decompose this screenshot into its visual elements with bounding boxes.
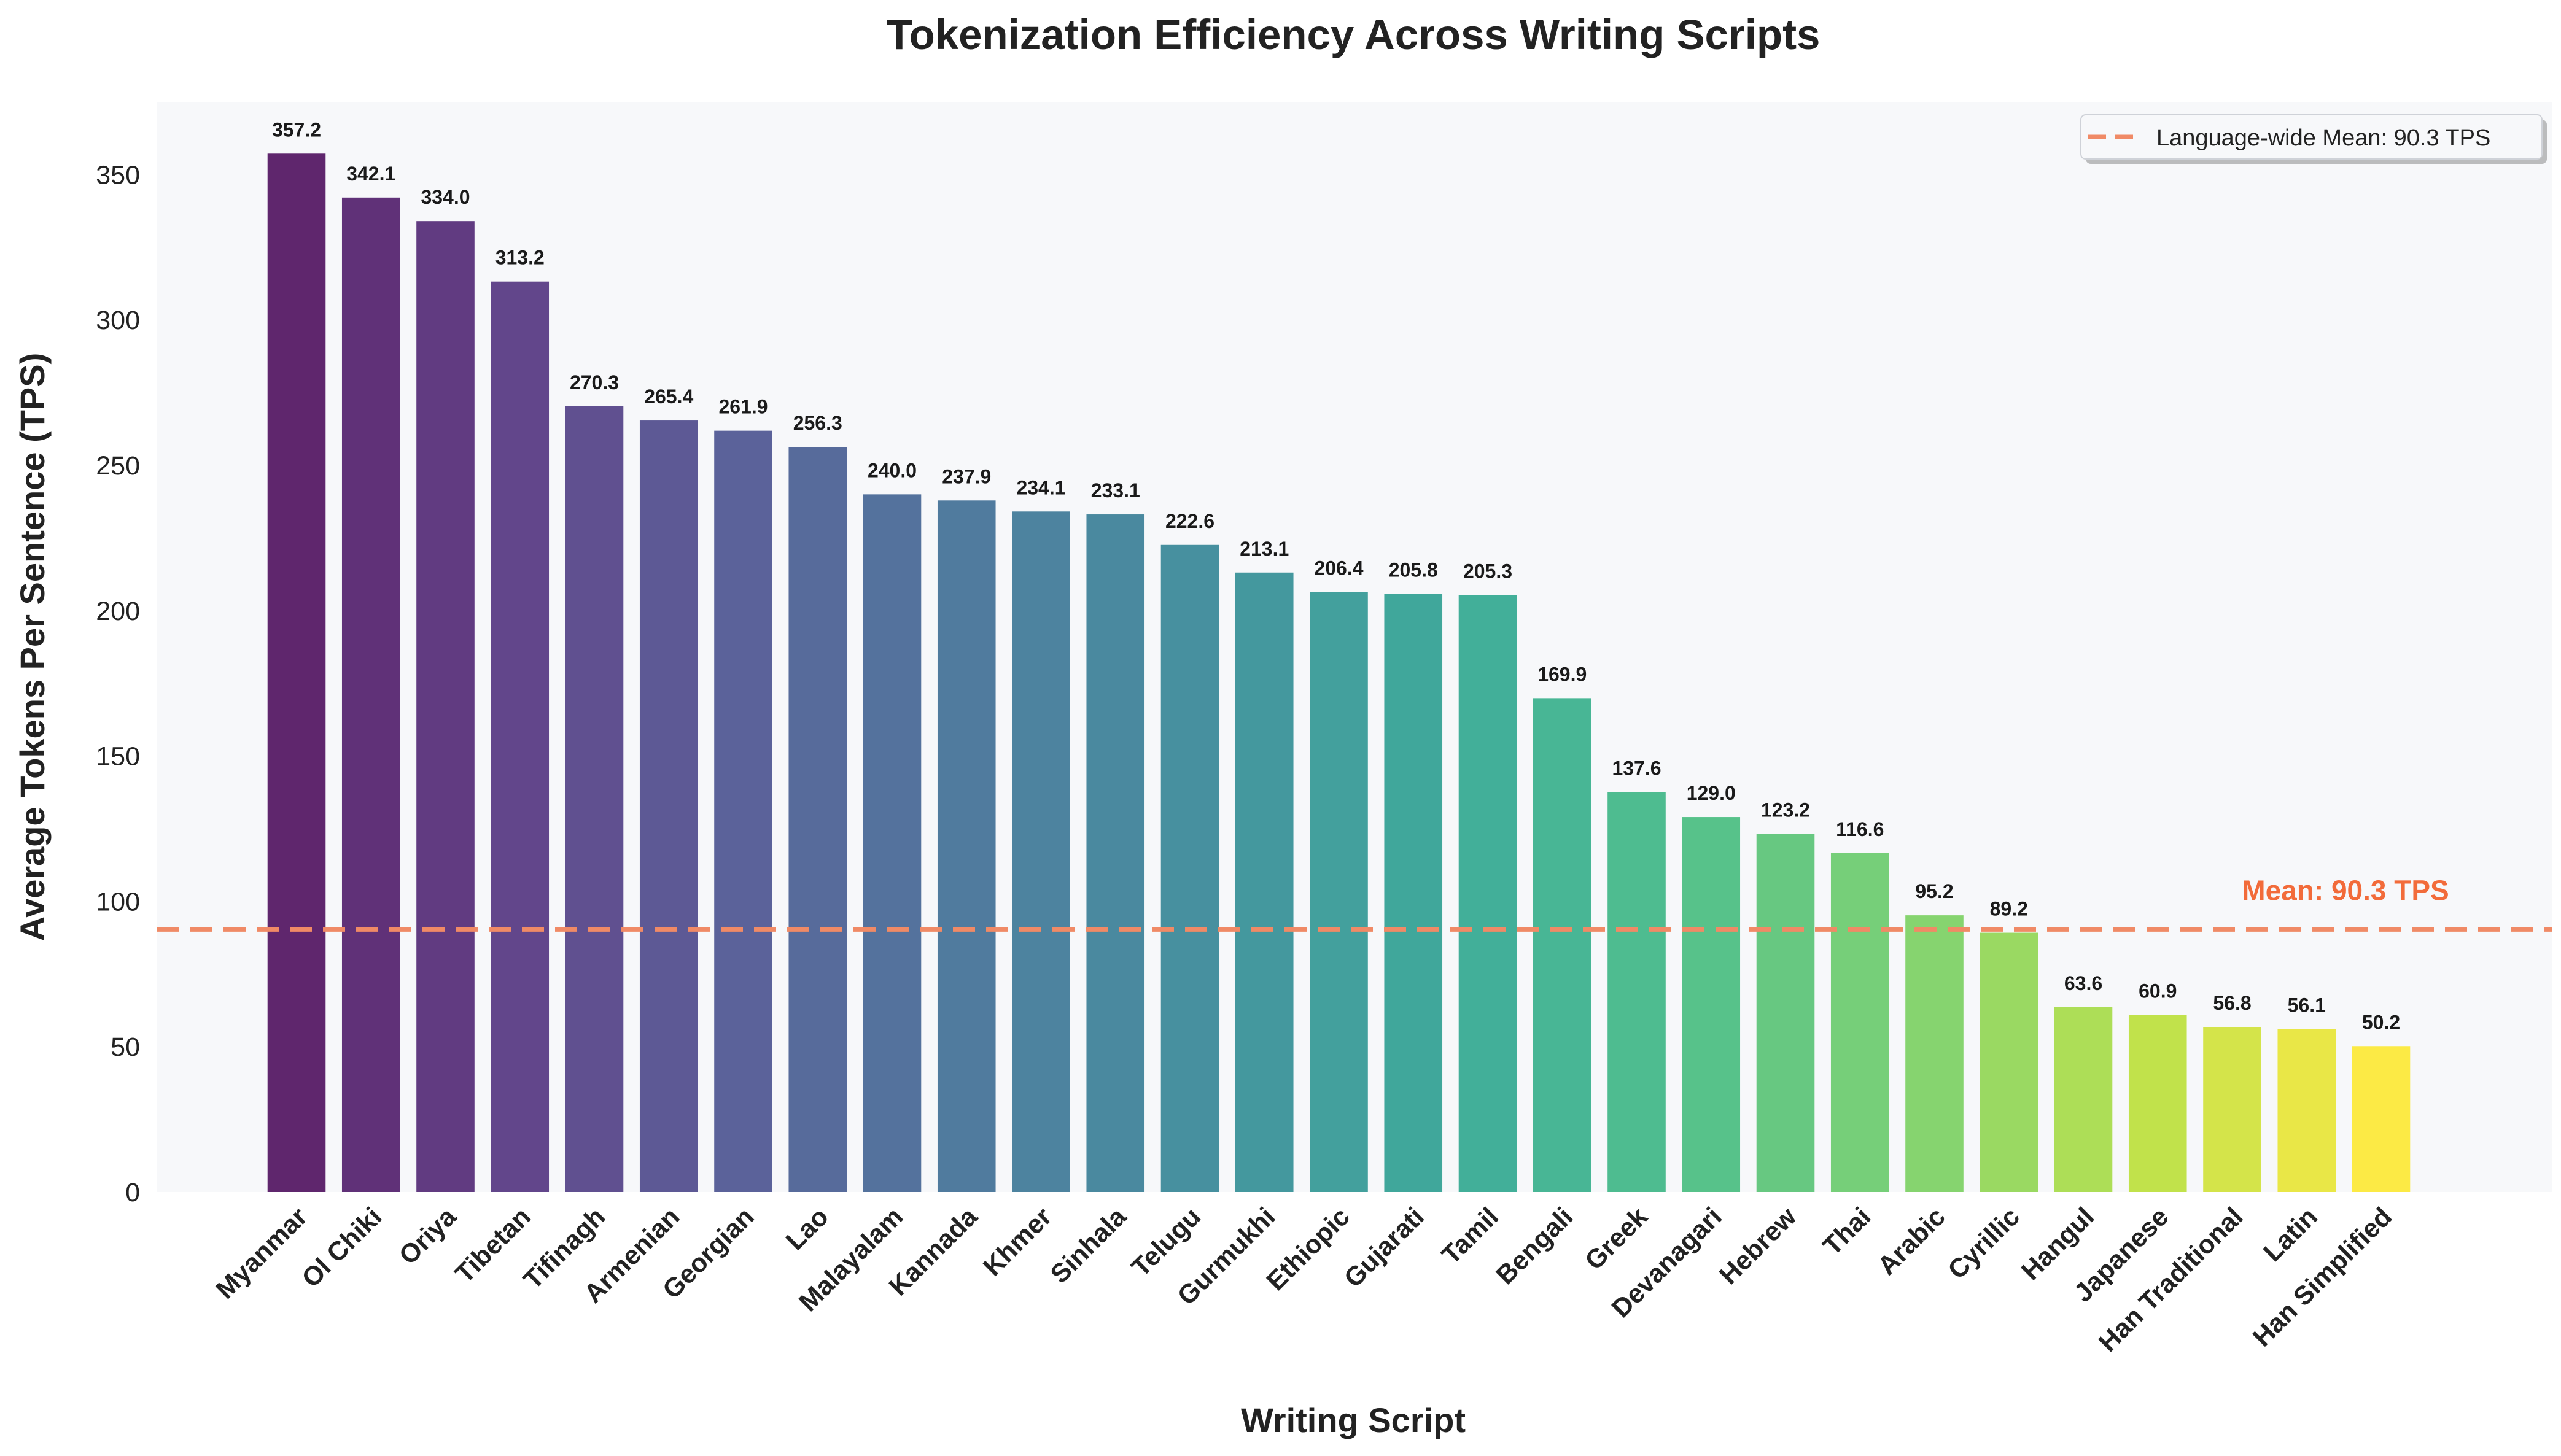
y-tick-label: 0 bbox=[125, 1178, 140, 1207]
x-tick-label: Lao bbox=[780, 1202, 834, 1256]
bar-georgian bbox=[714, 430, 772, 1192]
bar-han-simplified bbox=[2352, 1046, 2411, 1192]
bar-oriya bbox=[416, 221, 475, 1192]
x-tick-label: Han Simplified bbox=[2247, 1202, 2398, 1352]
bar-tifinagh bbox=[565, 406, 624, 1193]
bar-ethiopic bbox=[1310, 592, 1368, 1192]
value-label: 60.9 bbox=[2139, 980, 2177, 1002]
legend: Language-wide Mean: 90.3 TPS bbox=[2080, 114, 2547, 164]
bar-japanese bbox=[2128, 1015, 2187, 1192]
x-axis-label: Writing Script bbox=[1241, 1401, 1466, 1439]
mean-annotation: Mean: 90.3 TPS bbox=[2242, 874, 2449, 906]
value-label: 50.2 bbox=[2362, 1011, 2400, 1033]
value-label: 234.1 bbox=[1016, 476, 1065, 498]
mean-layer: Mean: 90.3 TPS bbox=[157, 874, 2552, 932]
bar-bengali bbox=[1533, 698, 1591, 1192]
legend-box bbox=[2080, 114, 2543, 160]
value-label: 56.8 bbox=[2213, 992, 2251, 1014]
value-label: 313.2 bbox=[495, 247, 545, 269]
y-axis-label: Average Tokens Per Sentence (TPS) bbox=[13, 353, 52, 942]
y-tick-label: 300 bbox=[96, 306, 140, 335]
value-label: 334.0 bbox=[421, 186, 470, 208]
value-label: 240.0 bbox=[868, 459, 917, 481]
y-tick-label: 150 bbox=[96, 742, 140, 772]
value-label: 95.2 bbox=[1915, 880, 1953, 902]
bar-gurmukhi bbox=[1235, 572, 1294, 1192]
value-label: 205.8 bbox=[1389, 559, 1438, 581]
value-label: 261.9 bbox=[718, 396, 768, 418]
bar-tamil bbox=[1458, 595, 1517, 1192]
bar-khmer bbox=[1012, 511, 1070, 1192]
legend-label: Language-wide Mean: 90.3 TPS bbox=[2156, 125, 2490, 151]
bar-telugu bbox=[1160, 544, 1219, 1193]
y-tick-label: 250 bbox=[96, 451, 140, 481]
value-label: 56.1 bbox=[2288, 994, 2326, 1016]
bar-cyrillic bbox=[1980, 932, 2038, 1192]
value-label: 357.2 bbox=[272, 118, 321, 141]
bar-malayalam bbox=[863, 494, 922, 1192]
y-tick-label: 50 bbox=[111, 1032, 140, 1062]
bar-hebrew bbox=[1756, 834, 1815, 1192]
x-tick-label: Sinhala bbox=[1045, 1201, 1133, 1289]
bar-greek bbox=[1607, 792, 1666, 1192]
x-tick-label: Bengali bbox=[1491, 1202, 1579, 1290]
bar-thai bbox=[1830, 853, 1889, 1192]
value-label: 137.6 bbox=[1612, 757, 1661, 779]
value-label: 213.1 bbox=[1240, 538, 1289, 560]
y-tick-label: 100 bbox=[96, 887, 140, 916]
value-labels-layer: 357.2 342.1 334.0 313.2 270.3 265.4 261.9 256.3… bbox=[272, 118, 2400, 1033]
value-label: 89.2 bbox=[1990, 898, 2028, 920]
value-label: 129.0 bbox=[1687, 782, 1736, 804]
value-label: 116.6 bbox=[1836, 818, 1884, 840]
bar-sinhala bbox=[1086, 514, 1145, 1193]
y-tick-label: 350 bbox=[96, 160, 140, 190]
bar-hangul bbox=[2054, 1007, 2113, 1192]
value-label: 342.1 bbox=[346, 163, 395, 185]
value-label: 222.6 bbox=[1165, 510, 1214, 532]
value-label: 265.4 bbox=[644, 385, 693, 408]
value-label: 205.3 bbox=[1463, 560, 1512, 583]
x-tick-label: Myanmar bbox=[211, 1202, 314, 1305]
value-label: 63.6 bbox=[2064, 972, 2102, 994]
bars-layer bbox=[267, 153, 2411, 1193]
x-tick-label: Cyrillic bbox=[1942, 1202, 2025, 1285]
y-tick-label: 200 bbox=[96, 597, 140, 626]
value-label: 237.9 bbox=[942, 465, 991, 487]
bar-han-traditional bbox=[2203, 1026, 2261, 1192]
value-label: 123.2 bbox=[1761, 799, 1810, 821]
value-label: 206.4 bbox=[1314, 557, 1363, 579]
bar-latin bbox=[2277, 1029, 2336, 1192]
value-label: 169.9 bbox=[1537, 663, 1587, 685]
value-label: 233.1 bbox=[1091, 479, 1140, 501]
x-tick-label: Hebrew bbox=[1714, 1202, 1802, 1290]
bar-armenian bbox=[639, 420, 698, 1192]
bar-ol-chiki bbox=[341, 197, 400, 1192]
bar-arabic bbox=[1905, 915, 1964, 1192]
bar-lao bbox=[788, 447, 847, 1192]
bar-myanmar bbox=[267, 153, 326, 1193]
y-axis-ticks: 0 50 100 150 200 250 300 350 bbox=[96, 160, 140, 1207]
x-tick-label: Arabic bbox=[1872, 1202, 1951, 1281]
value-label: 270.3 bbox=[570, 371, 619, 393]
x-tick-label: Greek bbox=[1579, 1202, 1653, 1276]
bar-kannada bbox=[937, 500, 996, 1192]
bar-tibetan bbox=[491, 281, 550, 1192]
x-tick-label: Thai bbox=[1817, 1202, 1876, 1261]
bar-devanagari bbox=[1682, 817, 1741, 1192]
x-tick-label: Ethiopic bbox=[1261, 1202, 1356, 1296]
x-tick-label: Latin bbox=[2258, 1202, 2323, 1268]
x-tick-label: Oriya bbox=[394, 1201, 462, 1270]
x-tick-label: Tamil bbox=[1436, 1202, 1504, 1270]
value-label: 256.3 bbox=[793, 412, 842, 434]
chart-title: Tokenization Efficiency Across Writing S… bbox=[887, 11, 1821, 58]
x-tick-label: Gujarati bbox=[1339, 1202, 1430, 1293]
bar-gujarati bbox=[1384, 594, 1443, 1192]
x-tick-label: Ol Chiki bbox=[296, 1202, 387, 1293]
